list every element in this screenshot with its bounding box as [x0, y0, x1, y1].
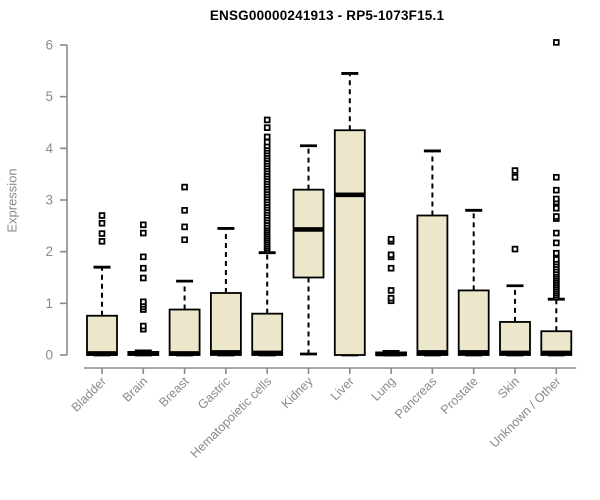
x-tick-label: Bladder	[69, 374, 109, 414]
outlier-point	[139, 274, 147, 282]
box-bladder	[86, 314, 118, 356]
box-skin	[499, 321, 531, 356]
box-gastric	[209, 292, 242, 356]
y-tick-label: 4	[45, 141, 53, 156]
outlier-point	[98, 219, 106, 227]
outlier-point	[553, 186, 560, 194]
outlier-point	[511, 173, 519, 181]
outlier-point	[98, 212, 106, 219]
outlier-point	[139, 322, 147, 330]
outlier-point	[98, 238, 106, 245]
median-line	[458, 350, 489, 355]
outlier-point	[98, 230, 106, 237]
y-tick-label: 5	[45, 89, 53, 104]
x-tick-label: Liver	[328, 374, 357, 403]
y-tick-label: 0	[45, 348, 53, 363]
median-line	[500, 350, 530, 356]
outlier-point	[387, 251, 395, 259]
outlier-point	[263, 124, 271, 131]
outlier-point	[263, 133, 271, 141]
x-tick-label: Pancreas	[392, 374, 439, 421]
median-line	[169, 351, 200, 356]
median-line	[293, 227, 324, 232]
box-hematopoietic-cells	[251, 312, 284, 356]
outlier-point	[139, 229, 147, 237]
median-line	[417, 350, 448, 355]
x-tick-label: Breast	[156, 374, 192, 410]
median-line	[128, 351, 159, 356]
box-kidney	[292, 188, 325, 279]
outlier-point	[139, 298, 147, 306]
outlier-point	[553, 256, 560, 263]
box-breast	[168, 308, 201, 356]
x-tick-label: Unknown / Other	[487, 374, 563, 450]
outlier-point	[181, 236, 188, 244]
outlier-point	[387, 287, 395, 294]
median-line	[210, 350, 241, 355]
outlier-point	[387, 235, 395, 243]
outlier-point	[553, 204, 560, 212]
median-line	[376, 351, 407, 357]
outlier-point	[553, 249, 560, 257]
outlier-point	[139, 264, 147, 272]
y-tick-label: 3	[45, 193, 53, 208]
outlier-point	[387, 264, 395, 272]
x-tick-label: Skin	[495, 374, 522, 401]
x-tick-label: Hematopoietic cells	[188, 374, 275, 461]
outlier-point	[553, 229, 560, 237]
outlier-point	[263, 116, 271, 124]
chart-title: ENSG00000241913 - RP5-1073F15.1	[209, 8, 445, 23]
y-tick-label: 1	[45, 296, 53, 311]
outlier-point	[511, 245, 519, 253]
x-tick-label: Lung	[369, 374, 399, 404]
outlier-point	[181, 223, 188, 231]
box-pancreas	[416, 214, 449, 356]
x-tick-label: Kidney	[279, 374, 316, 411]
outlier-point	[139, 221, 147, 229]
outlier-point	[553, 213, 560, 220]
median-line	[334, 192, 365, 198]
median-line	[87, 351, 117, 356]
outlier-point	[181, 207, 188, 214]
y-tick-label: 2	[45, 244, 53, 259]
median-line	[252, 350, 283, 356]
outlier-point	[263, 138, 271, 146]
x-tick-label: Prostate	[438, 374, 481, 417]
outlier-point	[553, 195, 560, 203]
outlier-point	[553, 239, 560, 247]
x-tick-label: Gastric	[195, 374, 233, 412]
box-liver	[333, 129, 366, 356]
outlier-point	[511, 167, 519, 174]
outlier-point	[387, 294, 395, 302]
outlier-point	[181, 183, 188, 191]
box-prostate	[457, 289, 490, 356]
outlier-point	[553, 173, 560, 181]
outlier-point	[139, 253, 147, 261]
median-line	[541, 350, 572, 356]
x-tick-label: Brain	[120, 374, 151, 405]
outlier-point	[553, 39, 560, 46]
y-tick-label: 6	[45, 38, 53, 53]
